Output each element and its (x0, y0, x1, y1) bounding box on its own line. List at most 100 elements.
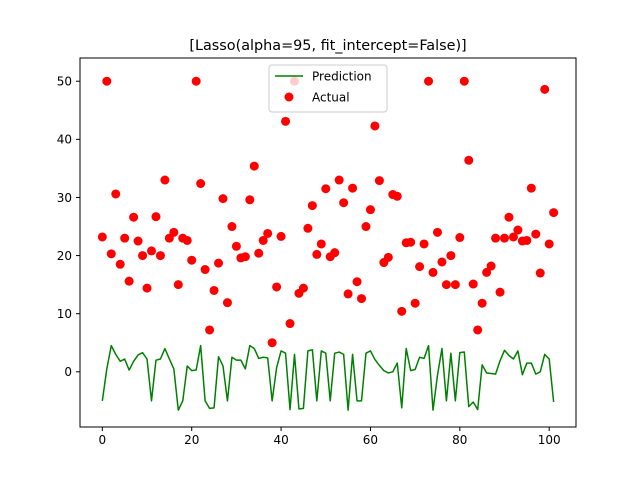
y-tick-label: 50 (57, 75, 72, 89)
actual-point (432, 227, 442, 237)
actual-point (182, 235, 192, 245)
actual-point (361, 222, 371, 232)
plot-area (97, 76, 559, 411)
actual-point (321, 184, 331, 194)
actual-point (544, 239, 554, 249)
y-tick-label: 20 (57, 249, 72, 263)
y-tick-label: 40 (57, 133, 72, 147)
actual-point (450, 280, 460, 290)
axes-frame (79, 57, 577, 428)
actual-point (187, 255, 197, 265)
actual-point (200, 265, 210, 275)
actual-point (218, 194, 228, 204)
actual-point (419, 239, 429, 249)
actual-point (531, 229, 541, 239)
actual-point (473, 325, 483, 335)
actual-point (513, 225, 523, 235)
y-tick-label: 10 (57, 307, 72, 321)
actual-point (508, 232, 518, 242)
actual-point (424, 76, 434, 86)
actual-point (102, 76, 112, 86)
actual-point (124, 276, 134, 286)
actual-point (97, 232, 107, 242)
actual-point (540, 84, 550, 94)
actual-point (477, 298, 487, 308)
actual-point (339, 198, 349, 208)
actual-point (106, 249, 116, 259)
actual-point (205, 325, 215, 335)
actual-point (526, 183, 536, 193)
actual-point (316, 239, 326, 249)
x-tick-label: 0 (99, 433, 107, 447)
actual-point (120, 233, 130, 243)
actual-point (437, 257, 447, 267)
actual-point (173, 280, 183, 290)
axes: 0 20 40 60 80 100 0 10 20 30 40 50 (57, 57, 577, 447)
actual-point (495, 287, 505, 297)
actual-point (133, 236, 143, 246)
actual-point (196, 179, 206, 189)
actual-point (227, 222, 237, 232)
actual-point (441, 280, 451, 290)
actual-point (459, 76, 469, 86)
actual-point (406, 237, 416, 247)
actual-point (535, 268, 545, 278)
actual-point (240, 252, 250, 262)
actual-point (151, 212, 161, 222)
actual-point (549, 208, 559, 218)
actual-point (254, 248, 264, 258)
actual-point (428, 267, 438, 277)
actual-point (392, 191, 402, 201)
legend-actual-label: Actual (312, 91, 350, 105)
y-tick-label: 30 (57, 191, 72, 205)
actual-point (191, 76, 201, 86)
actual-point (249, 161, 259, 171)
actual-point (383, 252, 393, 262)
prediction-line (101, 344, 555, 411)
actual-point (357, 294, 367, 304)
legend-prediction-label: Prediction (312, 70, 372, 84)
chart-title: [Lasso(alpha=95, fit_intercept=False)] (189, 38, 466, 54)
actual-point (343, 289, 353, 299)
actual-point (258, 235, 268, 245)
actual-point (267, 338, 277, 348)
actual-point (410, 298, 420, 308)
actual-point (111, 189, 121, 199)
actual-point (142, 283, 152, 293)
actual-point (115, 259, 125, 269)
actual-point (522, 235, 532, 245)
actual-point (209, 285, 219, 295)
actual-point (231, 241, 241, 251)
actual-point (455, 233, 465, 243)
actual-point (160, 175, 170, 185)
actual-point (138, 251, 148, 261)
x-tick-label: 40 (273, 433, 288, 447)
x-tick-label: 60 (363, 433, 378, 447)
legend: Prediction Actual (268, 64, 388, 113)
actual-point (298, 283, 308, 293)
actual-point (155, 251, 165, 261)
actual-point (365, 205, 375, 215)
actual-point (312, 249, 322, 259)
actual-point (486, 261, 496, 271)
actual-point (464, 155, 474, 165)
actual-point (491, 233, 501, 243)
x-tick-label: 100 (538, 433, 561, 447)
actual-point (303, 223, 313, 233)
actual-point (245, 195, 255, 205)
legend-actual-swatch (284, 92, 294, 102)
actual-point (263, 228, 273, 238)
actual-point (330, 248, 340, 258)
actual-point (214, 258, 224, 268)
actual-point (169, 227, 179, 237)
actual-point (129, 212, 139, 222)
actual-point (285, 319, 295, 329)
actual-point (370, 121, 380, 131)
actual-point (348, 183, 358, 193)
actual-point (397, 306, 407, 316)
x-tick-label: 20 (184, 433, 199, 447)
x-tick-label: 80 (452, 433, 467, 447)
actual-point (222, 298, 232, 308)
y-tick-label: 0 (64, 365, 72, 379)
